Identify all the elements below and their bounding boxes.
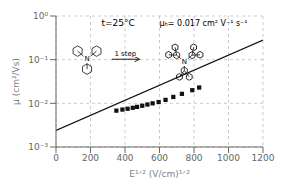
svg-text:10⁻²: 10⁻²	[28, 99, 48, 109]
svg-text:t=25°C: t=25°C	[102, 18, 135, 28]
svg-text:μ (cm²/Vs): μ (cm²/Vs)	[11, 58, 21, 105]
svg-text:1200: 1200	[252, 153, 275, 163]
svg-text:0: 0	[53, 153, 59, 163]
svg-text:200: 200	[82, 153, 99, 163]
svg-text:N: N	[84, 55, 89, 63]
svg-text:10⁰: 10⁰	[33, 11, 48, 21]
svg-text:1 step: 1 step	[114, 50, 136, 58]
svg-text:μₕ= 0.017 cm² V⁻¹ s⁻¹: μₕ= 0.017 cm² V⁻¹ s⁻¹	[160, 19, 248, 28]
svg-text:600: 600	[151, 153, 168, 163]
svg-text:10⁻³: 10⁻³	[28, 142, 48, 152]
svg-text:1000: 1000	[217, 153, 240, 163]
svg-text:800: 800	[185, 153, 202, 163]
svg-text:E¹ᐟ² (V/cm)¹ᐟ²: E¹ᐟ² (V/cm)¹ᐟ²	[129, 169, 190, 179]
svg-text:10⁻¹: 10⁻¹	[28, 55, 48, 65]
svg-text:N: N	[182, 58, 187, 66]
svg-text:400: 400	[116, 153, 133, 163]
